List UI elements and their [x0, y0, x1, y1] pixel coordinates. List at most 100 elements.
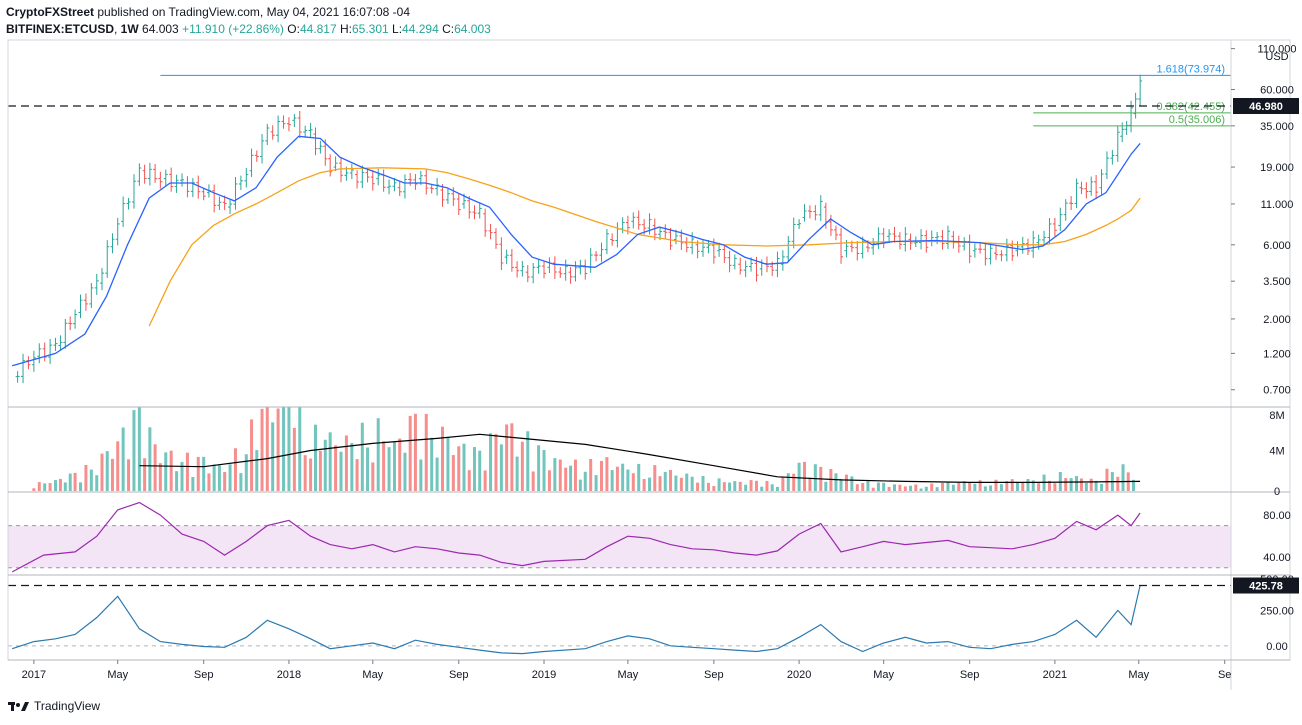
volume-bar [610, 470, 614, 491]
roc-last-value-label: 425.78 [1249, 581, 1283, 593]
volume-bar [169, 450, 173, 491]
volume-bar [1084, 482, 1088, 491]
price-change: +11.910 (+22.86%) [182, 22, 284, 36]
volume-ma-line [139, 433, 1141, 483]
volume-bar [1116, 476, 1120, 491]
price-tick-label: 60.000 [1260, 85, 1294, 97]
high-label: H: [339, 22, 352, 36]
tradingview-icon [8, 702, 29, 711]
volume-bar [690, 476, 694, 491]
volume-bar [58, 478, 62, 491]
volume-bar [578, 479, 582, 491]
volume-bar [313, 424, 317, 491]
volume-bar [712, 486, 716, 491]
volume-bar [924, 486, 928, 491]
volume-bar [553, 458, 557, 491]
volume-bar [1053, 483, 1057, 491]
volume-bar [1015, 481, 1019, 491]
volume-bar [685, 473, 689, 491]
volume-bar [68, 473, 72, 491]
volume-bar [803, 461, 807, 491]
time-tick-label: 2020 [787, 669, 811, 681]
volume-bar [1121, 464, 1125, 491]
volume-bar [435, 457, 439, 491]
volume-bar [1005, 481, 1009, 491]
publish-line: CryptoFXStreet published on TradingView.… [6, 5, 410, 19]
volume-bar [1021, 482, 1025, 491]
open-value: 44.817 [299, 22, 337, 36]
volume-bar [1075, 476, 1079, 491]
volume-bar [876, 482, 880, 491]
time-tick-label: Sep [704, 669, 724, 681]
symbol[interactable]: BITFINEX:ETCUSD [6, 22, 114, 36]
tick-labels: 110.000 60.000 35.000 19.000 11.000 6.000 3.50… [22, 44, 1299, 681]
volume-bar [813, 464, 817, 491]
roc-tick-label: 250.00 [1260, 605, 1294, 617]
volume-bar [95, 475, 99, 491]
candles [15, 74, 1143, 384]
volume-bar [564, 467, 568, 491]
low-label: L: [392, 22, 403, 36]
volume-bar [175, 471, 179, 491]
volume-bar [717, 478, 721, 491]
volume-bar [1094, 480, 1098, 491]
volume-bar [191, 476, 195, 491]
ema-fast-line [12, 135, 1141, 367]
volume-bar [542, 450, 546, 491]
volume-bar [424, 413, 428, 491]
volume-bar [148, 427, 152, 491]
rsi-band [8, 525, 1231, 568]
volume-bar [1010, 479, 1014, 491]
volume-bar [223, 471, 227, 491]
volume-bar [1069, 478, 1073, 491]
volume-bar [292, 427, 296, 491]
volume-bar [207, 473, 211, 491]
volume-bar [419, 459, 423, 491]
volume-bar [1105, 468, 1109, 491]
last-price-badge [1233, 98, 1299, 115]
volume-bar [637, 463, 641, 491]
volume-bar [824, 481, 828, 491]
volume-bar [457, 446, 461, 491]
volume-bar [770, 484, 774, 491]
volume-bar [276, 408, 280, 491]
volume-bar [73, 472, 77, 491]
volume-bar [855, 484, 859, 491]
volume-bar [887, 486, 891, 491]
volume-bar [392, 442, 396, 491]
volume-bar [531, 471, 535, 491]
volume-bar [663, 471, 667, 491]
high-value: 65.301 [351, 22, 389, 36]
time-tick-label: May [107, 669, 128, 681]
price-tick-label: 3.500 [1263, 276, 1291, 288]
volume-bar [786, 473, 790, 491]
volume-bar [962, 481, 966, 491]
last-price-badge-label: 46.980 [1249, 101, 1283, 113]
volume-bar [983, 486, 987, 491]
volume-bar [143, 458, 147, 491]
volume-bar [569, 465, 573, 491]
volume-bar [728, 482, 732, 491]
volume-bar [642, 478, 646, 491]
fib-level-label: 1.618(73.974) [1157, 63, 1226, 75]
tradingview-logo[interactable]: TradingView [8, 699, 100, 713]
volume-bar [467, 470, 471, 491]
volume-bar [1026, 478, 1030, 491]
volume-bar [679, 477, 683, 491]
volume-bar [451, 455, 455, 491]
volume-bar [1100, 483, 1104, 491]
price-tick-label: 0.700 [1263, 385, 1291, 397]
volume-bar [355, 459, 359, 491]
currency-label: USD [1265, 51, 1288, 63]
volume-bar [89, 469, 93, 491]
volume-bar [328, 432, 332, 491]
volume-bar [185, 452, 189, 491]
volume-bar [946, 481, 950, 491]
volume-bar [914, 484, 918, 491]
volume-bar [850, 476, 854, 491]
interval[interactable]: 1W [120, 22, 139, 36]
volume-bar [520, 441, 524, 491]
volume-bar [648, 477, 652, 491]
volume-bar [387, 447, 391, 491]
